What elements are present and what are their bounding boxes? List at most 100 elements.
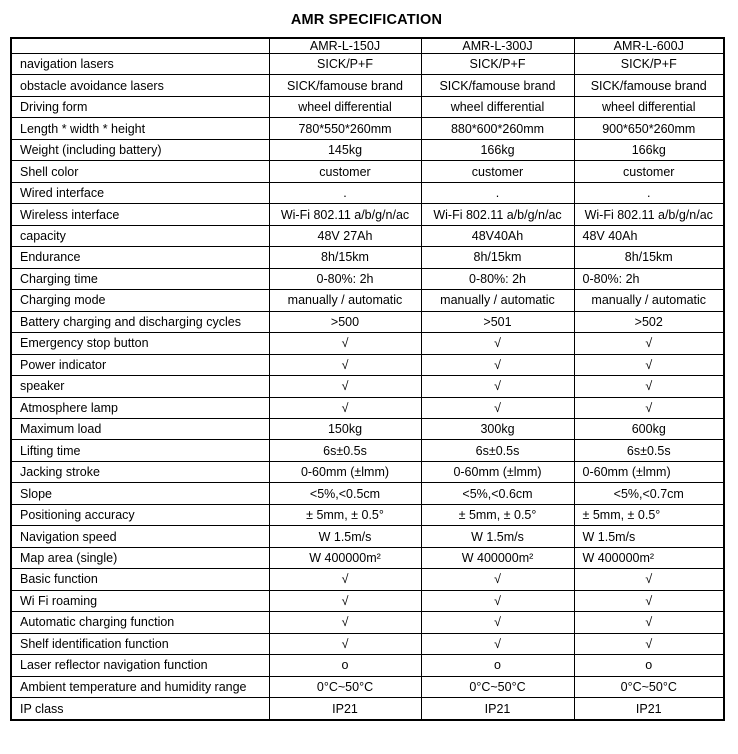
row-label: Lifting time bbox=[10, 439, 270, 462]
value-cell: 300kg bbox=[420, 417, 575, 441]
value-cell: 900*650*260mm bbox=[573, 117, 725, 140]
value-cell: √ bbox=[420, 375, 575, 398]
page-title: AMR SPECIFICATION bbox=[290, 12, 443, 28]
value-cell: 8h/15km bbox=[268, 246, 422, 269]
row-label: Automatic charging function bbox=[10, 611, 270, 634]
model-header: AMR-L-600J bbox=[573, 37, 725, 54]
value-cell: 780*550*260mm bbox=[268, 117, 422, 140]
model-header: AMR-L-150J bbox=[268, 37, 422, 54]
value-cell: √ bbox=[268, 632, 422, 656]
value-cell: SICK/P+F bbox=[268, 52, 422, 76]
value-cell: 880*600*260mm bbox=[420, 117, 575, 140]
value-cell: 8h/15km bbox=[573, 246, 725, 269]
value-cell: W 1.5m/s bbox=[268, 525, 422, 548]
value-cell: 145kg bbox=[268, 138, 422, 162]
table-row: Map area (single) W 400000m² W 400000m² W 4… bbox=[10, 546, 725, 570]
value-cell: >501 bbox=[420, 310, 575, 334]
value-cell: 48V 40Ah bbox=[573, 224, 725, 248]
table-row: Wi Fi roaming √ √ √ bbox=[10, 589, 725, 613]
row-label: obstacle avoidance lasers bbox=[10, 74, 270, 97]
table-row: Automatic charging function √ √ √ bbox=[10, 611, 725, 634]
row-label: IP class bbox=[10, 697, 270, 721]
value-cell: √ bbox=[573, 375, 725, 398]
value-cell: 600kg bbox=[573, 417, 725, 441]
value-cell: √ bbox=[268, 332, 422, 355]
value-cell: √ bbox=[268, 353, 422, 377]
row-label: Atmosphere lamp bbox=[10, 396, 270, 419]
row-label: Charging time bbox=[10, 267, 270, 291]
value-cell: √ bbox=[420, 353, 575, 377]
value-cell: manually / automatic bbox=[420, 289, 575, 312]
row-label: Maximum load bbox=[10, 417, 270, 441]
value-cell: 0°C~50°C bbox=[268, 675, 422, 699]
row-label: Ambient temperature and humidity range bbox=[10, 675, 270, 699]
value-cell: W 400000m² bbox=[573, 546, 725, 570]
row-label: Laser reflector navigation function bbox=[10, 654, 270, 677]
value-cell: √ bbox=[573, 568, 725, 591]
value-cell: √ bbox=[420, 611, 575, 634]
row-label: Wi Fi roaming bbox=[10, 589, 270, 613]
table-row: Navigation speed W 1.5m/s W 1.5m/s W 1.5m/s bbox=[10, 525, 725, 548]
value-cell: √ bbox=[420, 396, 575, 419]
value-cell: manually / automatic bbox=[573, 289, 725, 312]
row-label: Power indicator bbox=[10, 353, 270, 377]
table-row: Atmosphere lamp √ √ √ bbox=[10, 396, 725, 419]
value-cell: 0-80%: 2h bbox=[573, 267, 725, 291]
value-cell: IP21 bbox=[573, 697, 725, 721]
value-cell: W 1.5m/s bbox=[420, 525, 575, 548]
value-cell: √ bbox=[573, 353, 725, 377]
table-row: navigation lasers SICK/P+F SICK/P+F SICK/P+… bbox=[10, 52, 725, 76]
row-label: Weight (including battery) bbox=[10, 138, 270, 162]
value-cell: √ bbox=[573, 396, 725, 419]
value-cell: 0°C~50°C bbox=[573, 675, 725, 699]
value-cell: √ bbox=[268, 375, 422, 398]
value-cell: customer bbox=[268, 160, 422, 183]
value-cell: 166kg bbox=[573, 138, 725, 162]
value-cell: 0-60mm (±lmm) bbox=[268, 460, 422, 484]
table-row: Laser reflector navigation function o o o bbox=[10, 654, 725, 677]
value-cell: √ bbox=[268, 568, 422, 591]
value-cell: 0-80%: 2h bbox=[268, 267, 422, 291]
value-cell: SICK/famouse brand bbox=[268, 74, 422, 97]
spec-table-body: navigation lasers SICK/P+F SICK/P+F SICK/P+… bbox=[10, 52, 725, 721]
value-cell: ± 5mm, ± 0.5° bbox=[573, 503, 725, 527]
value-cell: >502 bbox=[573, 310, 725, 334]
row-label: Shelf identification function bbox=[10, 632, 270, 656]
value-cell: Wi-Fi 802.11 a/b/g/n/ac bbox=[573, 203, 725, 226]
value-cell: √ bbox=[268, 396, 422, 419]
value-cell: W 400000m² bbox=[268, 546, 422, 570]
header-corner-cell bbox=[10, 37, 270, 54]
value-cell: 48V40Ah bbox=[420, 224, 575, 248]
table-row: Weight (including battery) 145kg 166kg 166k… bbox=[10, 138, 725, 162]
row-label: Wireless interface bbox=[10, 203, 270, 226]
value-cell: <5%,<0.5cm bbox=[268, 482, 422, 505]
row-label: Slope bbox=[10, 482, 270, 505]
value-cell: √ bbox=[420, 332, 575, 355]
value-cell: W 1.5m/s bbox=[573, 525, 725, 548]
table-row: Basic function √ √ √ bbox=[10, 568, 725, 591]
value-cell: 6s±0.5s bbox=[420, 439, 575, 462]
table-row: Shelf identification function √ √ √ bbox=[10, 632, 725, 656]
value-cell: Wi-Fi 802.11 a/b/g/n/ac bbox=[268, 203, 422, 226]
table-row: Maximum load 150kg 300kg 600kg bbox=[10, 417, 725, 441]
row-label: Map area (single) bbox=[10, 546, 270, 570]
row-label: Shell color bbox=[10, 160, 270, 183]
value-cell: √ bbox=[420, 589, 575, 613]
value-cell: W 400000m² bbox=[420, 546, 575, 570]
table-row: IP class IP21 IP21 IP21 bbox=[10, 697, 725, 721]
table-row: Emergency stop button √ √ √ bbox=[10, 332, 725, 355]
value-cell: 0-80%: 2h bbox=[420, 267, 575, 291]
value-cell: √ bbox=[573, 611, 725, 634]
table-row: Driving form wheel differential wheel diff… bbox=[10, 95, 725, 119]
value-cell: 150kg bbox=[268, 417, 422, 441]
value-cell: 0-60mm (±lmm) bbox=[420, 460, 575, 484]
value-cell: SICK/P+F bbox=[420, 52, 575, 76]
value-cell: manually / automatic bbox=[268, 289, 422, 312]
value-cell: IP21 bbox=[420, 697, 575, 721]
row-label: Length * width * height bbox=[10, 117, 270, 140]
table-row: Shell color customer customer customer bbox=[10, 160, 725, 183]
value-cell: √ bbox=[573, 632, 725, 656]
table-row: Endurance 8h/15km 8h/15km 8h/15km bbox=[10, 246, 725, 269]
value-cell: ± 5mm, ± 0.5° bbox=[420, 503, 575, 527]
